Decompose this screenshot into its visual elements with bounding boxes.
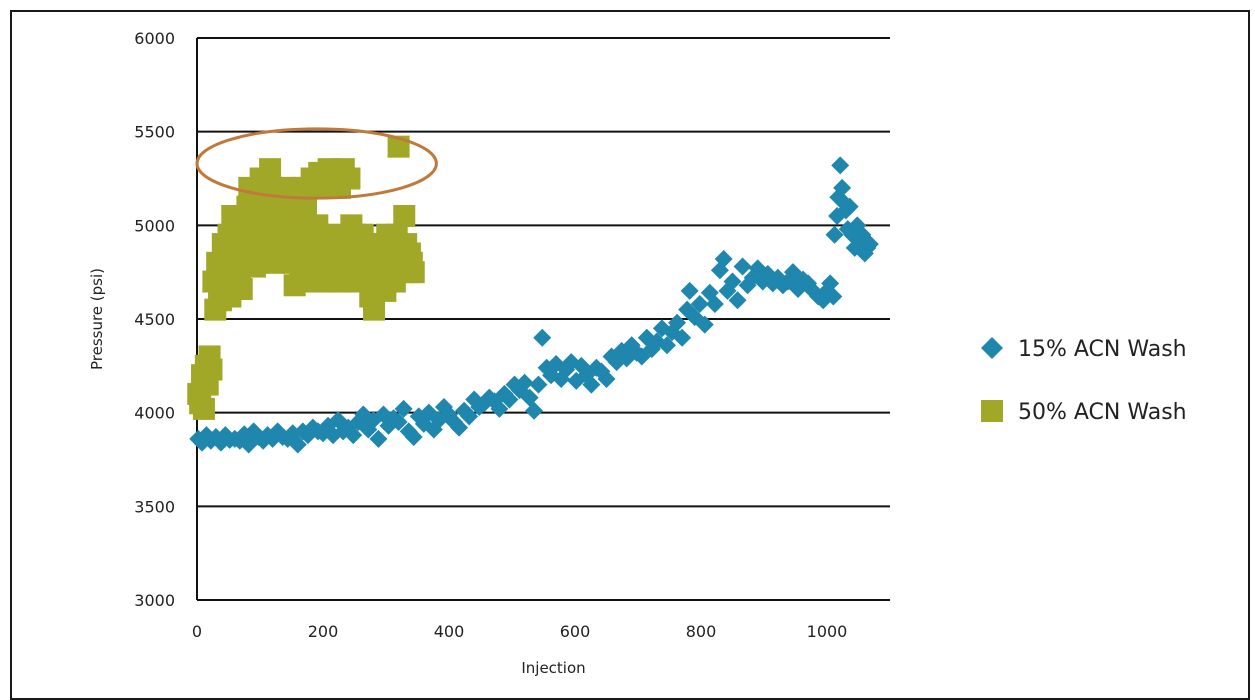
data-point: [404, 428, 423, 447]
data-point: [369, 429, 388, 448]
data-point: [393, 204, 416, 227]
data-point: [673, 328, 692, 347]
gridlines: [197, 37, 890, 601]
data-point: [840, 197, 859, 216]
data-point: [394, 399, 413, 418]
data-point: [597, 369, 616, 388]
data-point: [344, 426, 363, 445]
data-point: [525, 401, 544, 420]
legend-diamond-icon: [981, 337, 1003, 359]
data-point: [338, 167, 361, 190]
legend: 15% ACN Wash 50% ACN Wash: [981, 337, 1187, 425]
data-point: [833, 178, 852, 197]
x-axis-ticks: 0 200 400 600 800 1000: [192, 622, 847, 641]
data-point: [723, 272, 742, 291]
data-point: [515, 373, 534, 392]
data-point: [230, 278, 253, 301]
data-point: [460, 407, 479, 426]
data-point: [695, 315, 714, 334]
data-point: [825, 225, 844, 244]
data-point: [860, 235, 879, 254]
y-tick-label: 3000: [134, 591, 175, 610]
y-tick-label: 6000: [134, 29, 175, 48]
data-point: [680, 281, 699, 300]
y-tick-label: 3500: [134, 497, 175, 516]
data-point: [668, 313, 687, 332]
data-point: [690, 295, 709, 314]
data-point: [500, 390, 519, 409]
data-point: [533, 328, 552, 347]
data-point: [363, 298, 386, 321]
data-point: [821, 274, 840, 293]
x-axis-title: Injection: [521, 659, 585, 677]
data-point: [244, 422, 263, 441]
annotation-ellipse: [195, 127, 438, 200]
series-layer: [187, 135, 879, 454]
series-15-acn-wash: [189, 156, 879, 454]
legend-label: 15% ACN Wash: [1018, 337, 1187, 362]
data-point: [490, 399, 509, 418]
data-point: [657, 336, 676, 355]
y-tick-label: 5000: [134, 216, 175, 235]
data-point: [288, 435, 307, 454]
data-point: [824, 287, 843, 306]
y-tick-label: 4500: [134, 310, 175, 329]
data-point: [294, 195, 317, 218]
data-point: [200, 358, 223, 381]
data-point: [529, 375, 548, 394]
legend-item-15-acn-wash: 15% ACN Wash: [981, 337, 1187, 362]
y-axis-ticks: 3000 3500 4000 4500 5000 5500 6000: [134, 29, 175, 610]
data-point: [389, 413, 408, 432]
x-tick-label: 800: [686, 622, 717, 641]
data-point: [733, 257, 752, 276]
legend-square-icon: [981, 400, 1003, 422]
data-point: [450, 418, 469, 437]
y-tick-label: 5500: [134, 123, 175, 142]
x-tick-label: 200: [308, 622, 339, 641]
x-tick-label: 0: [192, 622, 202, 641]
data-point: [192, 397, 215, 420]
legend-label: 50% ACN Wash: [1018, 400, 1187, 425]
data-point: [402, 261, 425, 284]
data-point: [705, 295, 724, 314]
data-point: [259, 158, 282, 181]
series-50-acn-wash: [187, 135, 425, 420]
x-tick-label: 1000: [807, 622, 848, 641]
data-point: [582, 375, 601, 394]
data-point: [831, 156, 850, 175]
x-tick-label: 400: [434, 622, 465, 641]
data-point: [714, 250, 733, 269]
y-axis-title: Pressure (psi): [88, 268, 106, 370]
data-point: [728, 291, 747, 310]
y-tick-label: 4000: [134, 404, 175, 423]
legend-item-50-acn-wash: 50% ACN Wash: [981, 400, 1187, 425]
x-tick-label: 600: [560, 622, 591, 641]
